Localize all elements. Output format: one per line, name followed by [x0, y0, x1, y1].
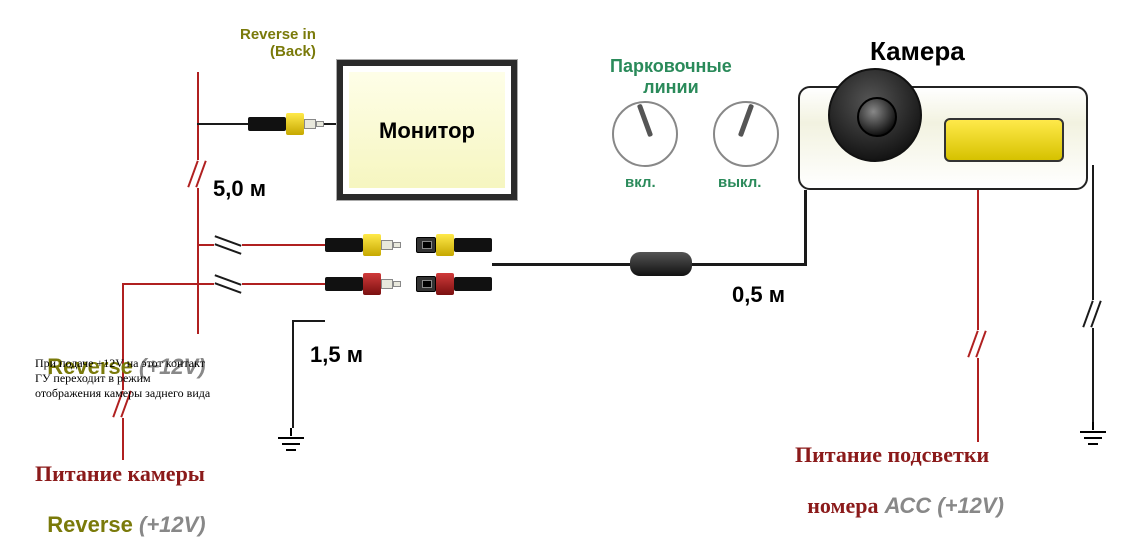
label-vykl: выкл. [718, 174, 761, 191]
label-power-cam-sub-val: (+12V) [133, 512, 206, 537]
label-5m: 5,0 м [213, 176, 266, 202]
wire-video-top-h [197, 123, 248, 125]
label-vkl: вкл. [625, 174, 656, 191]
label-power-light-sub-val: АСС (+12V) [878, 493, 1003, 518]
rca-mid-yellow-male [325, 234, 401, 256]
label-power-light: Питание подсветки [795, 442, 989, 468]
monitor: Монитор [337, 60, 517, 200]
wire-ground-right-v [1092, 165, 1094, 422]
label-power-light-sub-word: номера [807, 493, 878, 518]
break-mark-1_5m [214, 237, 242, 253]
switch-off [713, 101, 779, 167]
label-reverse-in: Reverse in (Back) [240, 26, 316, 60]
break-mark-ground-right [1084, 300, 1100, 328]
label-reverse-note: При подаче +12V на этот контакт ГУ перех… [35, 356, 210, 401]
rca-mid-red-male [325, 273, 401, 295]
label-power-cam-sub: Reverse (+12V) [35, 486, 206, 538]
ground-icon-right [1078, 422, 1108, 450]
label-power-cam-sub-word: Reverse [47, 512, 133, 537]
camera-lens [828, 68, 922, 162]
break-mark-5m [189, 160, 205, 188]
wire-reverse-in-vertical [197, 72, 199, 334]
label-1_5m: 1,5 м [310, 342, 363, 368]
rca-mid-yellow-female [416, 234, 492, 256]
break-mark-1_5m-b [214, 276, 242, 292]
label-0_5m: 0,5 м [732, 282, 785, 308]
rca-mid-red-female [416, 273, 492, 295]
label-park-lines: Парковочные линии [610, 56, 732, 98]
rca-top-yellow-male [248, 113, 324, 135]
wire-power-light-v [977, 190, 979, 442]
label-power-cam: Питание камеры [35, 461, 205, 487]
camera-light [944, 118, 1064, 162]
label-camera: Камера [870, 36, 965, 67]
break-mark-power-light [969, 330, 985, 358]
ferrite-bead [630, 252, 692, 276]
wire-camera-down [804, 190, 807, 266]
label-power-light-sub: номера АСС (+12V) [795, 467, 1004, 519]
switch-on [612, 101, 678, 167]
wire-ground-left-v [292, 320, 294, 428]
monitor-label: Монитор [349, 118, 505, 144]
wire-ground-left-h [292, 320, 325, 322]
ground-icon-left [276, 428, 306, 456]
